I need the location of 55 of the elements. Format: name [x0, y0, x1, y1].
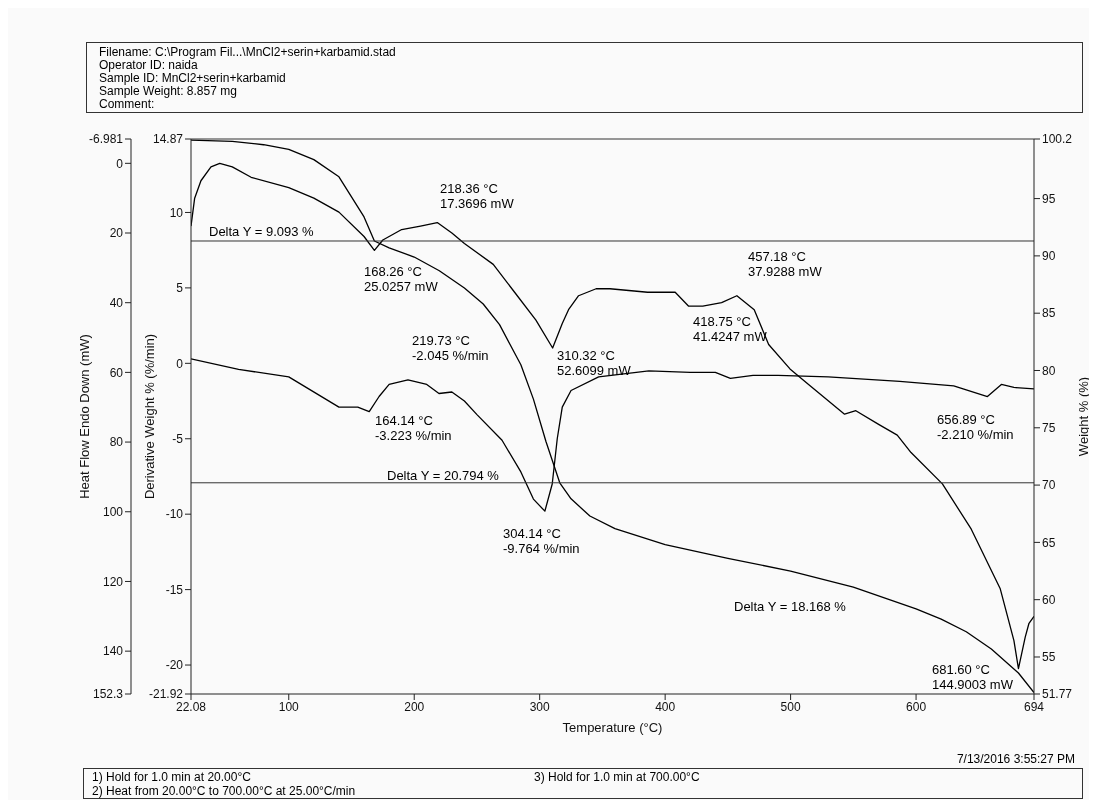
y3-tick-label: 80: [1042, 363, 1056, 378]
y-tick-label: -5: [172, 432, 184, 447]
annotation: 219.73 °C -2.045 %/min: [412, 333, 489, 363]
x-tick-label: 500: [780, 699, 801, 714]
y3-tick-label: 85: [1042, 306, 1056, 321]
y3-tick-label: 100.2: [1042, 132, 1073, 147]
annotation: 681.60 °C 144.9003 mW: [932, 662, 1013, 692]
y3-tick-label: 90: [1042, 249, 1056, 264]
annotation: 164.14 °C -3.223 %/min: [375, 413, 452, 443]
y3-tick-label: 70: [1042, 478, 1056, 493]
annotation: 304.14 °C -9.764 %/min: [503, 526, 580, 556]
y2-tick-label: 100: [102, 505, 124, 520]
y3-tick-label: 60: [1042, 592, 1056, 607]
annotation: Delta Y = 20.794 %: [387, 468, 499, 483]
y3-tick-label: 65: [1042, 535, 1056, 550]
x-tick-label: 600: [906, 699, 927, 714]
annotation: Delta Y = 9.093 %: [209, 224, 314, 239]
y2-tick-label: 40: [109, 295, 124, 310]
y2-tick-label: -6.981: [88, 132, 124, 147]
x-tick-label: 100: [278, 699, 300, 714]
y-tick-label: 5: [176, 281, 184, 296]
annotation: 656.89 °C -2.210 %/min: [937, 412, 1014, 442]
y-tick-label: -21.92: [148, 687, 184, 702]
x-tick-label: 22.08: [175, 699, 207, 714]
y3-tick-label: 51.77: [1042, 687, 1073, 702]
y-tick-label: 10: [169, 205, 184, 220]
y2-tick-label: 152.3: [92, 687, 124, 702]
y3-tick-label: 75: [1042, 421, 1056, 436]
y-tick-label: -10: [165, 507, 184, 522]
y-tick-label: -20: [165, 658, 184, 673]
y-axis-title: Derivative Weight % (%/min): [141, 333, 157, 500]
y2-axis-title: Heat Flow Endo Down (mW): [76, 334, 92, 499]
y3-tick-label: 55: [1042, 650, 1056, 665]
annotation: 457.18 °C 37.9288 mW: [748, 249, 822, 279]
y3-tick-label: 95: [1042, 191, 1056, 206]
annotation: Delta Y = 18.168 %: [734, 599, 846, 614]
x-axis-title: Temperature (°C): [562, 720, 663, 735]
x-tick-label: 694: [1023, 699, 1045, 714]
y2-tick-label: 120: [102, 574, 124, 589]
header-box: Filename: C:\Program Fil...\MnCl2+serin+karbamid.stad Operator ID: naida Sample ID: MnCl2+serin+karbamid Sample Weight: 8.857 mg Comment:: [86, 42, 1083, 113]
text: 7/13/2016 3:55:27 PM: [956, 752, 1075, 766]
y-tick-label: -15: [165, 582, 184, 597]
annotation: 168.26 °C 25.0257 mW: [364, 264, 438, 294]
x-tick-label: 300: [529, 699, 551, 714]
y2-tick-label: 0: [116, 156, 124, 171]
x-tick-label: 200: [404, 699, 425, 714]
x-tick-label: 400: [655, 699, 676, 714]
y2-tick-label: 60: [109, 365, 124, 380]
y-tick-label: 0: [176, 356, 184, 371]
y2-tick-label: 20: [109, 226, 124, 241]
y2-tick-label: 80: [109, 435, 124, 450]
y2-tick-label: 140: [102, 644, 124, 659]
annotation: 218.36 °C 17.3696 mW: [440, 181, 514, 211]
y-tick-label: 14.87: [152, 132, 184, 147]
footer-box: 1) Hold for 1.0 min at 20.00°C 2) Heat from 20.00°C to 700.00°C at 25.00°C/min 3) Hold for 1.0 min at 700.00°C: [83, 768, 1083, 799]
